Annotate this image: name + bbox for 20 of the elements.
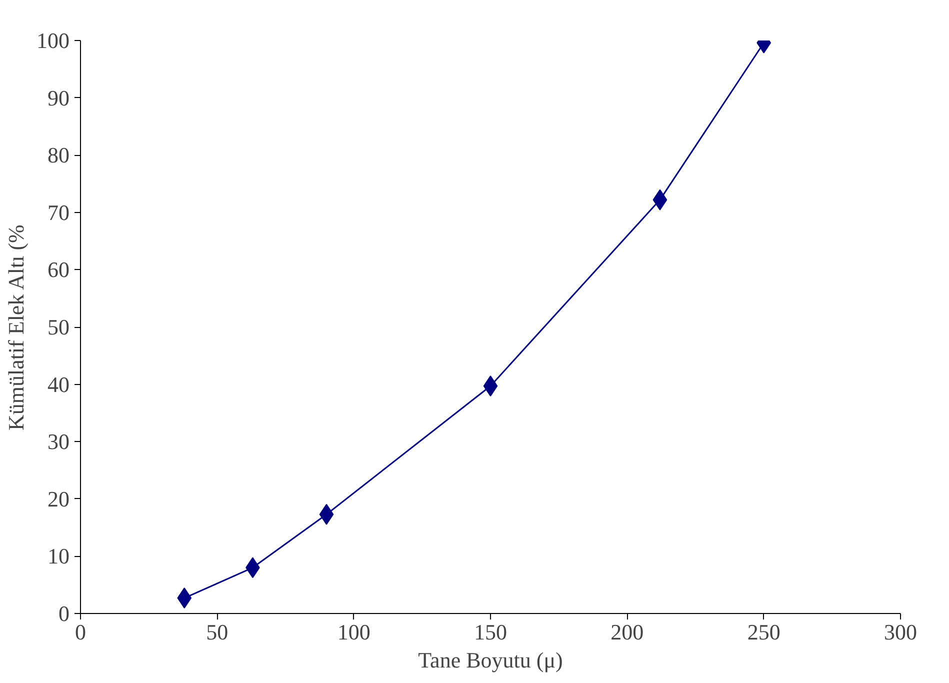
- y-tick-label: 80: [48, 142, 70, 168]
- x-tick-label: 300: [884, 620, 917, 644]
- y-tick-label: 0: [58, 601, 70, 626]
- x-tick-label: 150: [474, 620, 507, 644]
- y-tick-label: 70: [48, 200, 70, 225]
- x-axis-title: Tane Boyutu (μ): [418, 648, 563, 672]
- y-tick-label: 20: [48, 486, 70, 512]
- x-tick-label: 100: [337, 620, 370, 644]
- y-tick-label: 50: [48, 314, 70, 340]
- y-tick-label: 40: [48, 372, 70, 397]
- y-axis-title: Kümülatif Elek Altı (%: [4, 224, 28, 431]
- x-tick-label: 50: [206, 620, 228, 644]
- y-tick-label: 100: [36, 28, 70, 53]
- y-tick-label: 10: [48, 544, 70, 569]
- y-tick-label: 90: [48, 85, 70, 110]
- y-tick-label: 30: [48, 429, 70, 454]
- y-tick-label: 60: [48, 257, 70, 282]
- x-tick-label: 200: [610, 620, 644, 644]
- x-tick-label: 0: [75, 620, 86, 644]
- x-tick-label: 250: [747, 620, 780, 644]
